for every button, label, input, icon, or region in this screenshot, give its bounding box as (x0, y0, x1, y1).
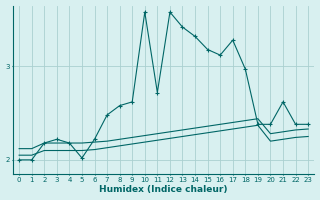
X-axis label: Humidex (Indice chaleur): Humidex (Indice chaleur) (100, 185, 228, 194)
